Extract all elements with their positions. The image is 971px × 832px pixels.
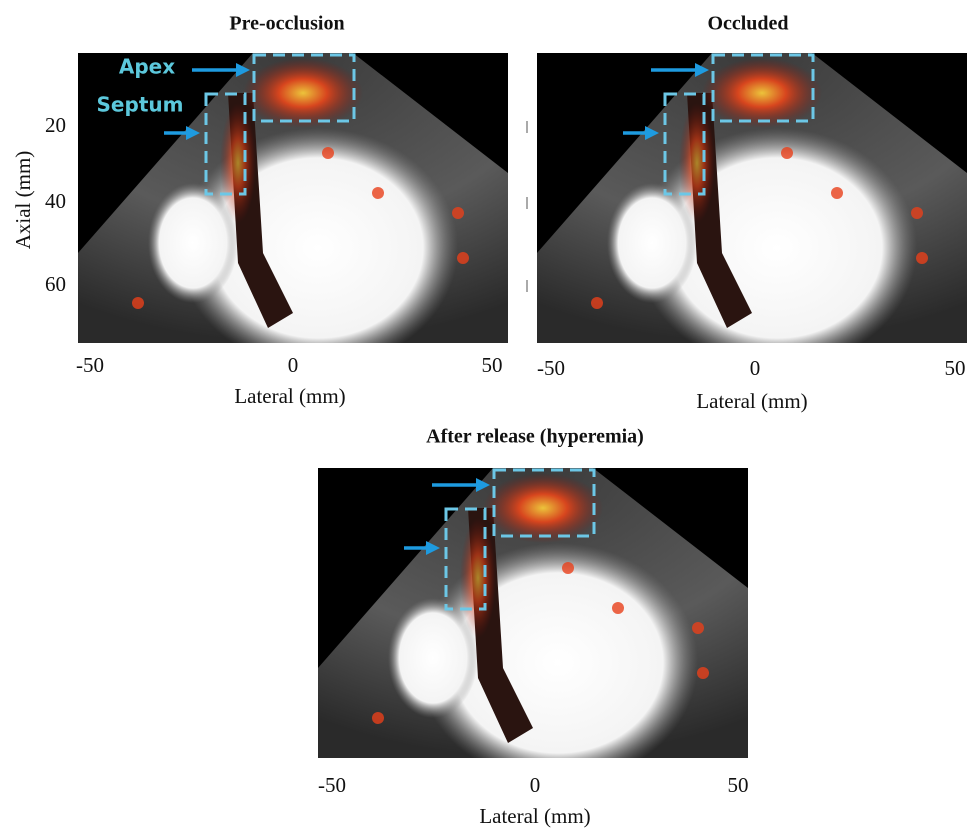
flow-spot <box>831 187 843 199</box>
y-axis-label: Axial (mm) <box>11 151 35 250</box>
panel <box>537 53 967 368</box>
x-tick-label: 0 <box>750 356 761 380</box>
flow-spot <box>322 147 334 159</box>
x-tick-label: -50 <box>76 353 104 377</box>
panel-title: Occluded <box>707 13 788 35</box>
x-tick-label: -50 <box>537 356 565 380</box>
x-axis-label: Lateral (mm) <box>234 384 345 408</box>
septum-flow <box>679 103 715 223</box>
flow-spot <box>916 252 928 264</box>
flow-spot <box>562 562 574 574</box>
ultrasound-image <box>537 53 967 368</box>
apex-flow <box>243 58 363 128</box>
panel <box>318 468 748 783</box>
y-tick-label: 60 <box>45 272 66 296</box>
x-tick-label: 50 <box>945 356 966 380</box>
flow-spot <box>452 207 464 219</box>
septum-flow <box>460 518 496 638</box>
flow-spot <box>372 187 384 199</box>
apex-flow <box>483 473 603 543</box>
flow-spot <box>372 712 384 724</box>
apex-flow <box>702 58 822 128</box>
septum-label: Septum <box>97 93 184 117</box>
flow-spot <box>911 207 923 219</box>
flow-spot <box>612 602 624 614</box>
y-tick-label: 40 <box>45 189 66 213</box>
flow-spot <box>457 252 469 264</box>
x-tick-label: -50 <box>318 773 346 797</box>
panel-title: After release (hyperemia) <box>426 426 644 448</box>
x-tick-label: 0 <box>288 353 299 377</box>
ultrasound-image <box>318 468 748 783</box>
x-axis-label: Lateral (mm) <box>479 804 590 828</box>
x-tick-label: 50 <box>728 773 749 797</box>
flow-spot <box>697 667 709 679</box>
y-tick-label: 20 <box>45 113 66 137</box>
apex-label: Apex <box>119 55 175 79</box>
flow-spot <box>781 147 793 159</box>
x-axis-label: Lateral (mm) <box>696 389 807 413</box>
flow-spot <box>132 297 144 309</box>
figure: Pre-occlusion -50 0 50 Lateral (mm) Axial (mm… <box>0 0 971 832</box>
x-tick-label: 0 <box>530 773 541 797</box>
panel-title: Pre-occlusion <box>229 13 344 35</box>
x-tick-label: 50 <box>482 353 503 377</box>
flow-spot <box>692 622 704 634</box>
flow-spot <box>591 297 603 309</box>
septum-flow <box>220 103 256 223</box>
